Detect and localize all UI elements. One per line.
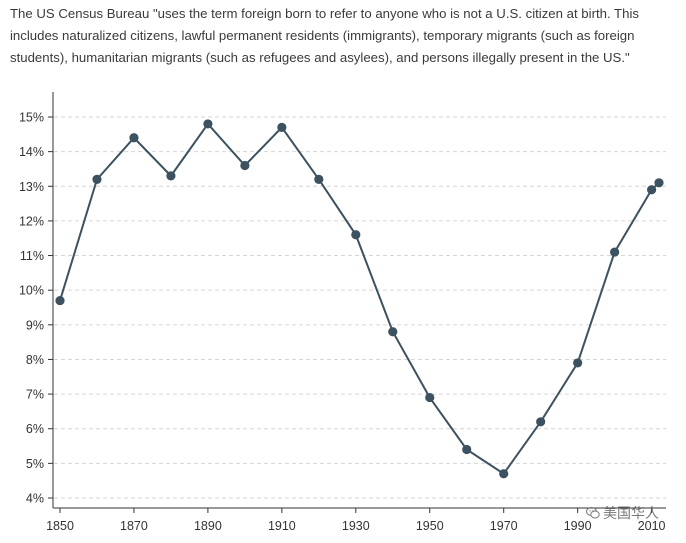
y-tick-label: 5% — [26, 457, 44, 471]
x-tick-label: 1910 — [268, 519, 296, 533]
data-point — [462, 444, 472, 455]
data-point — [129, 133, 139, 143]
x-tick-label: 1990 — [564, 519, 592, 533]
y-tick-label: 10% — [19, 284, 44, 298]
y-tick-label: 12% — [19, 214, 44, 228]
wechat-icon — [586, 506, 600, 519]
y-tick-labels: 4% 5% 6% 7% 8% 9% 10% 11% 12% 13% 14% 15% — [19, 111, 53, 506]
axes — [52, 92, 666, 509]
x-tick-label: 1950 — [416, 519, 444, 533]
y-tick-label: 4% — [26, 492, 44, 506]
data-point — [536, 417, 546, 427]
y-tick-label: 15% — [19, 111, 44, 125]
data-point — [351, 230, 361, 240]
x-tick-label: 2010 — [638, 519, 666, 533]
y-tick-label: 14% — [19, 145, 44, 159]
gridlines — [54, 116, 666, 499]
y-tick-label: 6% — [26, 422, 44, 436]
series-foreign-born-share — [55, 119, 664, 479]
x-tick-labels: 1850 1870 1890 1910 1930 1950 1970 1990 2010 — [46, 508, 666, 533]
data-point — [654, 178, 664, 188]
data-point — [314, 174, 324, 184]
y-tick-label: 13% — [19, 180, 44, 194]
y-tick-label: 7% — [26, 388, 44, 402]
data-point — [277, 122, 287, 132]
watermark: 美国华人 — [586, 503, 659, 523]
series-line — [59, 122, 660, 476]
y-tick-label: 11% — [20, 249, 44, 263]
data-point — [425, 392, 435, 403]
x-tick-label: 1970 — [490, 519, 518, 533]
y-tick-label: 8% — [26, 353, 44, 367]
x-tick-label: 1850 — [46, 519, 74, 533]
data-point — [610, 247, 620, 257]
data-point — [499, 469, 509, 479]
data-point — [573, 358, 583, 368]
data-point — [92, 174, 102, 184]
data-point — [240, 160, 250, 171]
y-tick-label: 9% — [26, 318, 44, 332]
chart-caption: The US Census Bureau "uses the term fore… — [10, 6, 639, 65]
data-point — [166, 171, 176, 181]
watermark-text: 美国华人 — [603, 505, 659, 521]
x-tick-label: 1930 — [342, 519, 370, 533]
x-tick-label: 1870 — [120, 519, 148, 533]
data-point — [647, 185, 657, 195]
data-point — [203, 119, 213, 129]
data-point — [388, 327, 398, 337]
x-tick-label: 1890 — [194, 519, 222, 533]
data-point — [55, 295, 65, 306]
